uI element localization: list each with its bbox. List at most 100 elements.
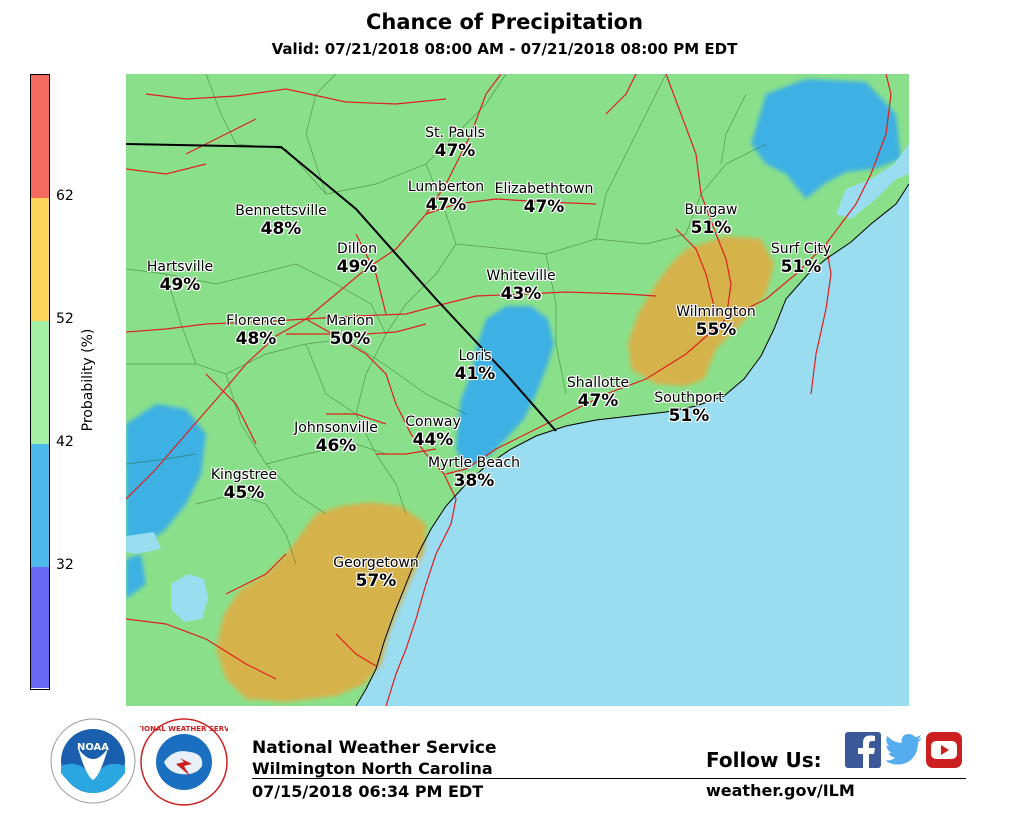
high-pop-georgetown [216, 502, 426, 702]
precipitation-map[interactable]: St. Pauls 47% Lumberton 47% Elizabethtow… [125, 73, 910, 707]
youtube-icon[interactable] [926, 732, 962, 768]
city-pop: 41% [454, 364, 496, 384]
city-pop: 51% [668, 406, 710, 426]
city-name: Burgaw [684, 202, 738, 218]
city-label: Georgetown 57% [333, 555, 418, 591]
nws-seal-text: NATIONAL WEATHER SERVICE [140, 725, 228, 733]
city-label: Elizabethtown 47% [495, 181, 594, 217]
issued-time: 07/15/2018 06:34 PM EDT [252, 782, 484, 801]
ocean [356, 184, 909, 706]
city-name: Loris [458, 348, 492, 364]
map-title: Chance of Precipitation [365, 10, 644, 34]
city-pop: 47% [434, 141, 476, 161]
city-label: Lumberton 47% [408, 179, 484, 215]
state-line [125, 143, 557, 432]
city-name: Marion [326, 313, 374, 329]
twitter-icon[interactable] [884, 732, 924, 768]
noaa-logo[interactable]: NOAA [50, 718, 136, 804]
city-label: Wilmington 55% [676, 304, 756, 340]
city-pop: 48% [260, 219, 302, 239]
city-name: Lumberton [407, 179, 485, 195]
city-label: Burgaw 51% [685, 202, 738, 238]
follow-us-label: Follow Us: [706, 748, 822, 772]
valid-period: Valid: 07/21/2018 08:00 AM - 07/21/2018 … [271, 40, 738, 58]
city-label: Kingstree 45% [211, 467, 277, 503]
city-pop: 48% [235, 329, 277, 349]
city-label: Bennettsville 48% [235, 203, 326, 239]
footer-divider [252, 778, 966, 779]
city-pop: 51% [690, 218, 732, 238]
city-name: Georgetown [333, 555, 419, 571]
city-pop: 44% [412, 430, 454, 450]
website-link[interactable]: weather.gov/ILM [706, 781, 855, 800]
city-name: Wilmington [676, 304, 756, 320]
high-pop-wilmington [628, 236, 774, 386]
colorbar-tick: 52 [56, 311, 74, 327]
city-name: Southport [654, 390, 724, 406]
nws-logo[interactable]: NATIONAL WEATHER SERVICE [140, 718, 228, 806]
city-pop: 47% [523, 197, 565, 217]
city-name: St. Pauls [425, 125, 485, 141]
coastline [355, 183, 910, 707]
city-name: Dillon [337, 241, 377, 257]
city-name: Johnsonville [294, 420, 378, 436]
city-pop: 47% [577, 391, 619, 411]
city-pop: 49% [159, 275, 201, 295]
city-name: Surf City [770, 241, 832, 257]
city-label: Hartsville 49% [147, 259, 213, 295]
city-name: Bennettsville [235, 203, 327, 219]
city-name: Conway [405, 414, 461, 430]
colorbar-label: Probability (%) [80, 328, 96, 432]
city-pop: 45% [223, 483, 265, 503]
lake [171, 574, 208, 622]
city-name: Elizabethtown [494, 181, 594, 197]
lake-small [126, 532, 161, 554]
city-label: Whiteville 43% [486, 268, 555, 304]
city-label: Florence 48% [226, 313, 286, 349]
city-name: Florence [226, 313, 286, 329]
city-pop: 38% [453, 471, 495, 491]
noaa-logo-text: NOAA [77, 742, 109, 753]
city-pop: 50% [329, 329, 371, 349]
colorbar-tick: 62 [56, 188, 74, 204]
sound-water [836, 144, 909, 219]
colorbar-tick: 32 [56, 557, 74, 573]
city-name: Shallotte [566, 375, 630, 391]
colorbar-tick: 42 [56, 434, 74, 450]
roads [125, 73, 892, 707]
city-name: Hartsville [146, 259, 214, 275]
west-low-pop-area [126, 404, 206, 549]
facebook-icon[interactable] [845, 732, 881, 768]
city-label: Marion 50% [326, 313, 374, 349]
colorbar-band-above-62 [31, 75, 49, 198]
city-label: St. Pauls 47% [425, 125, 485, 161]
city-pop: 55% [695, 320, 737, 340]
city-pop: 46% [315, 436, 357, 456]
city-label: Loris 41% [455, 348, 496, 384]
colorbar-band-32-42 [31, 444, 49, 567]
city-label: Southport 51% [654, 390, 723, 426]
city-label: Dillon 49% [337, 241, 378, 277]
city-name: Whiteville [486, 268, 556, 284]
office-name: Wilmington North Carolina [252, 759, 493, 778]
city-pop: 49% [336, 257, 378, 277]
colorbar-band-below-32 [31, 567, 49, 688]
city-name: Kingstree [210, 467, 278, 483]
colorbar-band-42-52 [31, 321, 49, 444]
west-low-pop-area-south [126, 554, 146, 599]
city-pop: 57% [355, 571, 397, 591]
city-label: Surf City 51% [771, 241, 831, 277]
city-label: Myrtle Beach 38% [428, 455, 520, 491]
agency-name: National Weather Service [252, 738, 497, 758]
probability-colorbar [30, 74, 50, 690]
city-label: Shallotte 47% [567, 375, 629, 411]
city-label: Conway 44% [405, 414, 461, 450]
map-svg [125, 73, 910, 707]
colorbar-band-52-62 [31, 198, 49, 321]
city-label: Johnsonville 46% [294, 420, 378, 456]
city-pop: 51% [780, 257, 822, 277]
city-pop: 43% [500, 284, 542, 304]
city-pop: 47% [425, 195, 467, 215]
albemarle-water [751, 79, 901, 199]
city-name: Myrtle Beach [428, 455, 520, 471]
